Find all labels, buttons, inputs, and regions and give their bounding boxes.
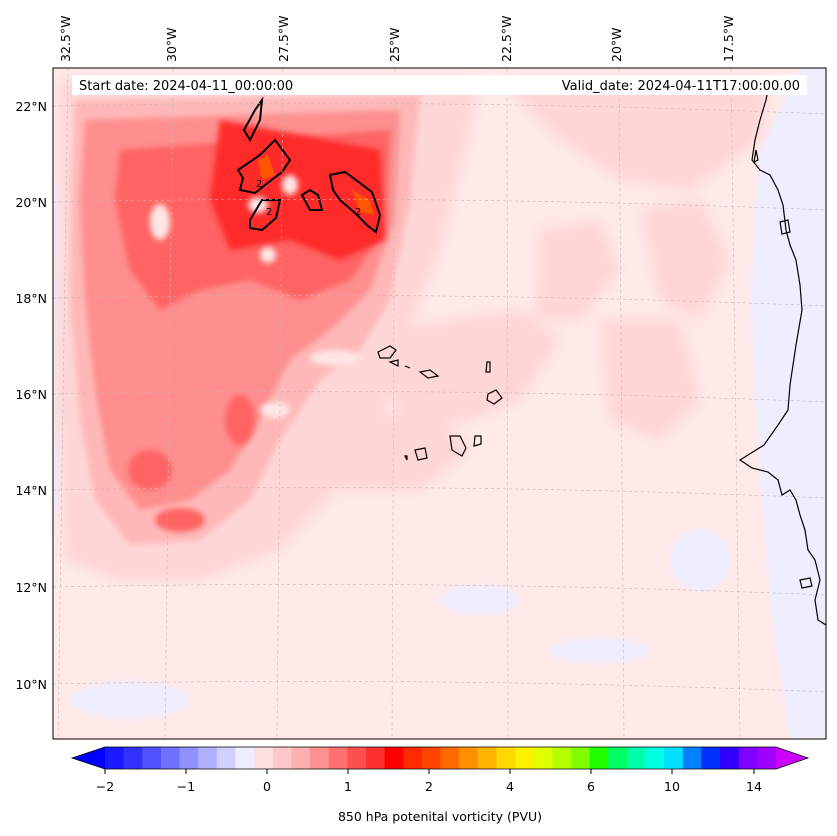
lon-label-20w: 20°W xyxy=(609,27,624,62)
lat-label-22n: 22°N xyxy=(15,99,47,114)
colorbar: −2 −1 0 1 2 4 6 10 14 850 hPa potenital … xyxy=(70,746,810,824)
cbar-tick-label: 6 xyxy=(587,779,595,794)
colorbar-segment xyxy=(142,747,162,769)
cbar-tick-label: −2 xyxy=(96,779,114,794)
colorbar-segment xyxy=(291,747,311,769)
pv-level-2 xyxy=(210,120,385,260)
lon-label-27-5w: 27.5°W xyxy=(276,16,291,62)
lon-label-30w: 30°W xyxy=(164,27,179,62)
colorbar-segment xyxy=(179,747,199,769)
colorbar-ticks xyxy=(104,769,755,774)
contour-label: 2 xyxy=(355,207,361,218)
latitude-labels: 22°N 20°N 18°N 16°N 14°N 12°N 10°N xyxy=(15,99,47,692)
colorbar-max-extension xyxy=(776,747,808,769)
colorbar-segment xyxy=(757,747,777,769)
colorbar-segment xyxy=(235,747,255,769)
colorbar-segment xyxy=(403,747,423,769)
contour-labels: 2 2 2 xyxy=(256,179,361,218)
colorbar-segment xyxy=(515,747,535,769)
colorbar-segment xyxy=(738,747,758,769)
cbar-tick-label: 14 xyxy=(746,779,762,794)
colorbar-segment xyxy=(626,747,647,769)
lon-label-22-5w: 22.5°W xyxy=(499,16,514,62)
colorbar-tick-labels: −2 −1 0 1 2 4 6 10 14 xyxy=(96,779,762,794)
contour-label: 2 xyxy=(266,207,272,218)
valid-date-label: Valid_date: 2024-04-11T17:00:00.00 xyxy=(562,79,800,94)
lat-label-12n: 12°N xyxy=(15,580,47,595)
colorbar-segment xyxy=(160,747,181,769)
colorbar-segment xyxy=(421,747,441,769)
colorbar-segment xyxy=(254,747,274,769)
lat-label-18n: 18°N xyxy=(15,291,47,306)
colorbar-segment xyxy=(310,747,330,769)
start-date-label: Start date: 2024-04-11_00:00:00 xyxy=(79,79,293,94)
cape-verde-islands xyxy=(377,345,503,461)
gridlines xyxy=(53,68,826,739)
colorbar-segment xyxy=(328,747,348,769)
colorbar-segment xyxy=(105,747,125,769)
map-frame xyxy=(52,67,827,740)
colorbar-segment xyxy=(216,747,236,769)
cbar-tick-label: 4 xyxy=(506,779,514,794)
lon-label-25w: 25°W xyxy=(387,27,402,62)
map-panel: 2 2 2 xyxy=(53,68,826,739)
lat-label-14n: 14°N xyxy=(15,483,47,498)
africa-coastline xyxy=(738,79,826,626)
cbar-tick-label: 0 xyxy=(263,779,271,794)
colorbar-segment xyxy=(664,747,684,769)
colorbar-title: 850 hPa potenital vorticity (PVU) xyxy=(338,809,542,824)
colorbar-min-extension xyxy=(72,747,105,769)
longitude-labels: 32.5°W 30°W 27.5°W 25°W 22.5°W 20°W 17.5… xyxy=(58,16,736,62)
colorbar-segment xyxy=(384,747,404,769)
cbar-tick-label: 2 xyxy=(425,779,433,794)
colorbar-segment xyxy=(720,747,740,769)
cbar-tick-label: 10 xyxy=(664,779,680,794)
pv-2-contours xyxy=(236,96,382,234)
colorbar-segments xyxy=(105,747,777,769)
lat-label-16n: 16°N xyxy=(15,387,47,402)
pv-level-3 xyxy=(258,155,374,215)
lat-label-10n: 10°N xyxy=(15,677,47,692)
colorbar-segment xyxy=(496,747,516,769)
colorbar-segment xyxy=(682,747,702,769)
pv-minima xyxy=(150,175,360,418)
colorbar-segment xyxy=(459,747,479,769)
lon-label-32-5w: 32.5°W xyxy=(58,16,73,62)
colorbar-segment xyxy=(570,747,591,769)
colorbar-segment xyxy=(272,747,292,769)
lat-label-20n: 20°N xyxy=(15,195,47,210)
colorbar-segment xyxy=(347,747,367,769)
colorbar-segment xyxy=(533,747,553,769)
colorbar-segment xyxy=(477,747,497,769)
colorbar-segment xyxy=(608,747,628,769)
colorbar-segment xyxy=(365,747,386,769)
colorbar-segment xyxy=(552,747,572,769)
colorbar-segment xyxy=(589,747,609,769)
lon-label-17-5w: 17.5°W xyxy=(721,16,736,62)
contour-label: 2 xyxy=(256,179,262,190)
colorbar-segment xyxy=(198,747,218,769)
colorbar-segment xyxy=(701,747,721,769)
cbar-tick-label: 1 xyxy=(344,779,352,794)
colorbar-segment xyxy=(645,747,665,769)
date-banner xyxy=(72,75,807,95)
colorbar-segment xyxy=(123,747,143,769)
cbar-tick-label: −1 xyxy=(177,779,195,794)
colorbar-segment xyxy=(440,747,460,769)
